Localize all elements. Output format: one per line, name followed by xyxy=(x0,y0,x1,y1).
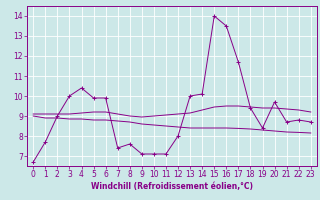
X-axis label: Windchill (Refroidissement éolien,°C): Windchill (Refroidissement éolien,°C) xyxy=(91,182,253,191)
